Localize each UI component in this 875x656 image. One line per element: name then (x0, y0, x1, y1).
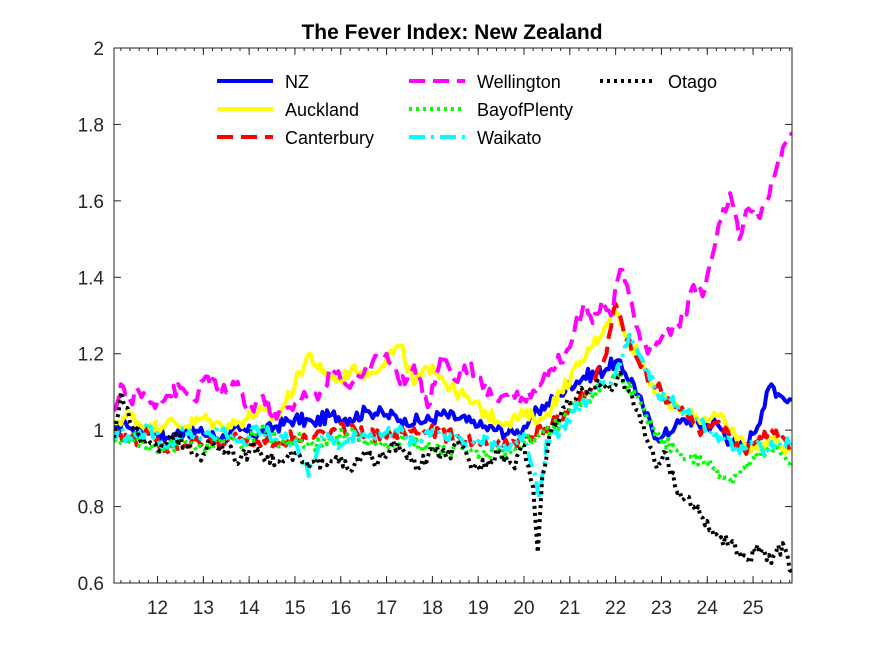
axes-box (113, 47, 793, 584)
y-tick-label: 0.8 (78, 498, 104, 519)
ticks-layer: 0.6 0.8 1 1.2 1.4 1.6 1.8 2 12 13 14 15 16 17 18 19 20 21… (78, 39, 792, 619)
x-tick-label: 14 (239, 598, 261, 619)
x-tick-label: 13 (193, 598, 214, 619)
x-tick-label: 15 (284, 598, 305, 619)
series-line-bayofplenty (114, 370, 792, 487)
plot-area (114, 48, 792, 583)
y-tick-label: 1.6 (78, 192, 104, 213)
legend-label-auckland: Auckland (285, 100, 359, 120)
x-tick-label: 17 (376, 598, 397, 619)
legend-label-otago: Otago (668, 72, 717, 92)
legend-label-wellington: Wellington (477, 72, 561, 92)
y-tick-label: 1 (93, 421, 104, 442)
y-tick-label: 1.2 (78, 345, 104, 366)
x-tick-label: 19 (468, 598, 489, 619)
legend-label-nz: NZ (285, 72, 309, 92)
x-tick-label: 24 (697, 598, 719, 619)
y-tick-label: 1.8 (78, 115, 104, 136)
series-line-otago (114, 370, 792, 574)
y-tick-label: 1.4 (78, 268, 105, 289)
chart-title: The Fever Index: New Zealand (301, 21, 602, 44)
x-tick-label: 16 (330, 598, 351, 619)
y-tick-label: 0.6 (78, 574, 104, 595)
series-layer (114, 131, 792, 574)
series-line-wellington (114, 131, 792, 421)
legend-label-bayofplenty: BayofPlenty (477, 100, 573, 120)
x-tick-label: 21 (559, 598, 580, 619)
x-tick-label: 25 (742, 598, 763, 619)
legend-label-waikato: Waikato (477, 128, 541, 148)
x-tick-label: 20 (513, 598, 534, 619)
series-line-waikato (114, 332, 792, 501)
x-tick-label: 22 (605, 598, 626, 619)
x-tick-label: 23 (651, 598, 672, 619)
y-tick-label: 2 (93, 39, 104, 60)
x-tick-label: 18 (422, 598, 443, 619)
x-tick-label: 12 (147, 598, 168, 619)
legend: NZ Auckland Canterbury Wellington BayofPlent… (217, 72, 717, 148)
legend-label-canterbury: Canterbury (285, 128, 374, 148)
